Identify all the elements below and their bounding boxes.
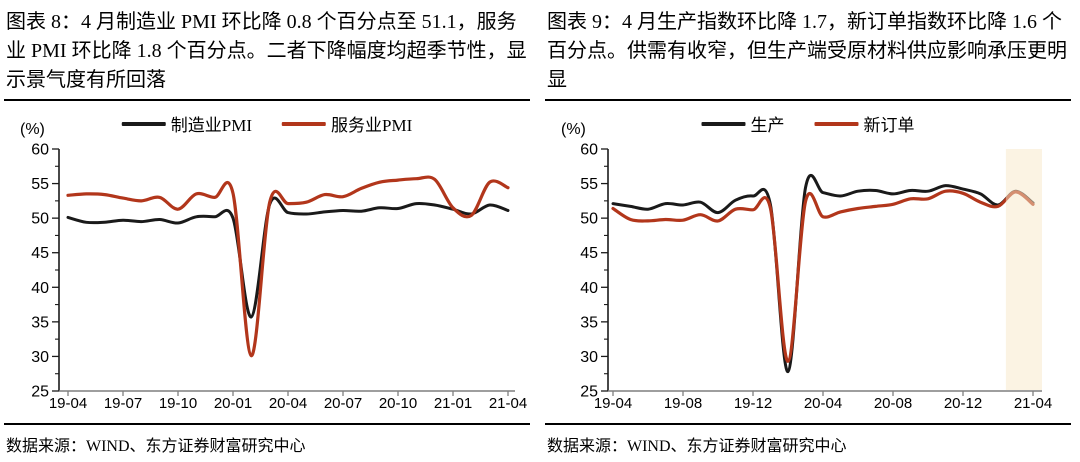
figure-8-source: 数据来源：WIND、东方证券财富研究中心 [4, 423, 530, 456]
figure-9-source: 数据来源：WIND、东方证券财富研究中心 [545, 423, 1071, 456]
figure-8: 图表 8：4 月制造业 PMI 环比降 0.8 个百分点至 51.1，服务业 P… [4, 6, 530, 462]
svg-text:19-08: 19-08 [664, 395, 702, 412]
svg-text:50: 50 [580, 211, 598, 228]
svg-text:20-07: 20-07 [324, 395, 362, 412]
svg-text:60: 60 [580, 142, 598, 159]
legend-item-services-pmi: 服务业PMI [282, 111, 412, 136]
legend-label: 服务业PMI [331, 116, 413, 135]
figure-9-line-chart: 25 30 35 40 45 50 55 60 19-04 19-08 19-12 20-04 20-0… [580, 142, 1052, 413]
series-line-swatch [282, 121, 326, 126]
svg-text:21-04: 21-04 [489, 395, 527, 412]
series-line-swatch [701, 121, 746, 126]
svg-text:20-08: 20-08 [874, 395, 912, 412]
svg-text:30: 30 [580, 349, 598, 366]
svg-text:19-04: 19-04 [49, 395, 87, 412]
svg-text:19-12: 19-12 [734, 395, 772, 412]
svg-text:20-01: 20-01 [214, 395, 252, 412]
svg-text:25: 25 [31, 384, 49, 401]
svg-text:19-04: 19-04 [594, 395, 632, 412]
svg-text:20-10: 20-10 [379, 395, 417, 412]
figure-8-legend: 制造业PMI 服务业PMI [121, 111, 412, 136]
svg-text:55: 55 [31, 176, 49, 193]
figure-9: 图表 9：4 月生产指数环比降 1.7，新订单指数环比降 1.6 个百分点。供需… [545, 6, 1071, 462]
svg-text:55: 55 [580, 176, 598, 193]
svg-text:21-04: 21-04 [1014, 395, 1052, 412]
figure-8-line-chart: 25 30 35 40 45 50 55 60 19-04 19-07 19-10 20-01 20-0… [31, 142, 527, 413]
figure-9-title: 图表 9：4 月生产指数环比降 1.7，新订单指数环比降 1.6 个百分点。供需… [545, 6, 1071, 101]
svg-text:20-04: 20-04 [269, 395, 307, 412]
figure-9-legend: 生产 新订单 [701, 111, 915, 136]
svg-text:45: 45 [580, 245, 598, 262]
legend-item-production: 生产 [701, 111, 785, 136]
svg-text:19-07: 19-07 [104, 395, 142, 412]
svg-text:21-01: 21-01 [434, 395, 472, 412]
svg-text:30: 30 [31, 349, 49, 366]
svg-text:35: 35 [31, 314, 49, 331]
svg-text:60: 60 [31, 142, 49, 159]
y-axis-unit-label: (%) [20, 121, 45, 138]
svg-text:35: 35 [580, 314, 598, 331]
svg-text:40: 40 [580, 280, 598, 297]
legend-label: 新订单 [863, 116, 915, 135]
figure-9-chart-header: (%) 生产 新订单 [545, 101, 1071, 141]
svg-text:45: 45 [31, 245, 49, 262]
legend-label: 制造业PMI [170, 116, 252, 135]
svg-text:19-10: 19-10 [159, 395, 197, 412]
svg-text:20-04: 20-04 [804, 395, 842, 412]
legend-item-new-orders: 新订单 [814, 111, 915, 136]
svg-text:25: 25 [580, 384, 598, 401]
svg-text:50: 50 [31, 211, 49, 228]
series-line-swatch [814, 121, 859, 126]
figure-8-chart-header: (%) 制造业PMI 服务业PMI [4, 101, 530, 141]
figure-8-title: 图表 8：4 月制造业 PMI 环比降 0.8 个百分点至 51.1，服务业 P… [4, 6, 530, 101]
svg-text:20-12: 20-12 [944, 395, 982, 412]
svg-text:40: 40 [31, 280, 49, 297]
legend-item-manufacturing-pmi: 制造业PMI [121, 111, 252, 136]
series-line-swatch [121, 121, 166, 126]
y-axis-unit-label: (%) [561, 121, 586, 138]
legend-label: 生产 [750, 116, 785, 135]
